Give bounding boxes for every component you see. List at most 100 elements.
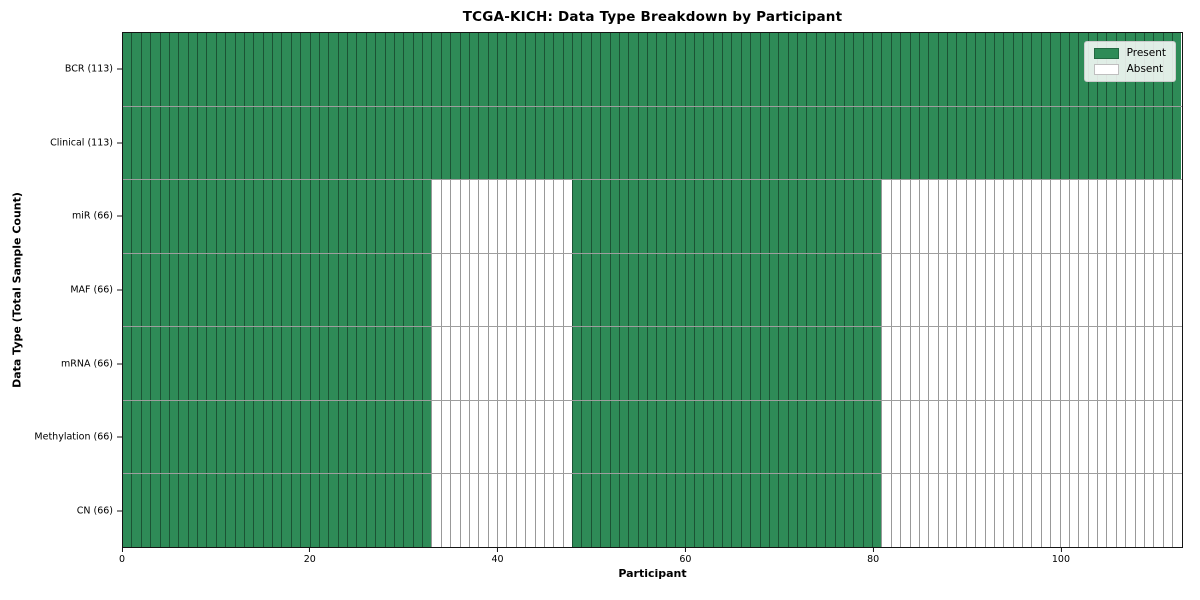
cell-present [890, 106, 901, 180]
cell-present [618, 33, 629, 106]
cell-absent [553, 327, 563, 400]
cell-present [900, 33, 910, 106]
cell-absent [900, 180, 910, 253]
cell-absent [525, 400, 535, 474]
cell-absent [1115, 327, 1126, 400]
cell-present [600, 106, 610, 180]
cell-present [262, 400, 272, 474]
cell-present [309, 33, 319, 106]
cell-present [140, 106, 151, 180]
cell-present [787, 33, 797, 106]
cell-present [150, 474, 160, 548]
cell-present [656, 327, 666, 400]
cell-present [1172, 106, 1182, 180]
cell-present [1012, 33, 1022, 106]
cell-absent [937, 253, 947, 327]
cell-present [187, 474, 197, 548]
cell-present [356, 106, 366, 180]
cell-absent [468, 327, 479, 400]
cell-present [1143, 106, 1154, 180]
cell-present [900, 106, 910, 180]
cell-absent [553, 474, 563, 548]
cell-present [412, 33, 422, 106]
cell-present [262, 180, 272, 253]
cell-present [834, 253, 844, 327]
cell-present [309, 253, 319, 327]
cell-present [328, 474, 338, 548]
matrix-row [123, 105, 1182, 180]
cell-present [412, 180, 422, 253]
cell-present [347, 106, 357, 180]
cell-present [440, 33, 451, 106]
cell-present [637, 33, 647, 106]
cell-present [234, 327, 244, 400]
cell-present [131, 400, 141, 474]
cell-present [778, 474, 788, 548]
cell-present [600, 33, 610, 106]
cell-present [403, 33, 413, 106]
cell-present [384, 400, 394, 474]
cell-present [853, 33, 863, 106]
cell-present [759, 253, 769, 327]
cell-present [590, 253, 601, 327]
cell-present [665, 106, 676, 180]
cell-absent [975, 474, 985, 548]
cell-present [309, 400, 319, 474]
cell-present [956, 33, 966, 106]
cell-present [131, 180, 141, 253]
cell-present [300, 327, 310, 400]
cell-present [309, 180, 319, 253]
cell-absent [1078, 180, 1088, 253]
cell-present [872, 327, 882, 400]
cell-present [365, 400, 376, 474]
cell-absent [487, 400, 497, 474]
cell-present [168, 253, 179, 327]
cell-present [187, 253, 197, 327]
cell-present [347, 327, 357, 400]
cell-present [675, 33, 685, 106]
cell-present [225, 400, 235, 474]
cell-present [890, 33, 901, 106]
cell-absent [543, 400, 554, 474]
cell-present [159, 253, 169, 327]
cell-absent [928, 474, 938, 548]
cell-absent [525, 474, 535, 548]
cell-absent [890, 474, 901, 548]
cell-present [1031, 106, 1041, 180]
cell-present [647, 33, 657, 106]
cell-present [618, 474, 629, 548]
cell-present [431, 106, 441, 180]
cell-present [403, 180, 413, 253]
cell-present [787, 253, 797, 327]
cell-present [290, 180, 301, 253]
cell-present [131, 474, 141, 548]
matrix-row [123, 179, 1182, 253]
cell-absent [956, 180, 966, 253]
cell-present [281, 180, 291, 253]
cell-present [722, 33, 732, 106]
cell-absent [1125, 474, 1135, 548]
cell-absent [956, 327, 966, 400]
legend-entry: Present [1093, 48, 1166, 59]
cell-present [178, 33, 188, 106]
cell-present [225, 106, 235, 180]
cell-present [300, 253, 310, 327]
cell-absent [515, 180, 526, 253]
cell-absent [993, 180, 1004, 253]
cell-present [525, 33, 535, 106]
cell-present [206, 180, 216, 253]
x-tick-mark [1060, 548, 1062, 552]
cell-present [337, 106, 347, 180]
cell-present [609, 327, 619, 400]
cell-present [487, 106, 497, 180]
cell-present [797, 33, 807, 106]
cell-absent [534, 253, 544, 327]
cell-present [965, 33, 976, 106]
cell-present [759, 474, 769, 548]
cell-present [665, 33, 676, 106]
cell-absent [1059, 327, 1069, 400]
cell-absent [468, 474, 479, 548]
cell-present [581, 180, 591, 253]
cell-present [815, 33, 826, 106]
cell-absent [993, 327, 1004, 400]
